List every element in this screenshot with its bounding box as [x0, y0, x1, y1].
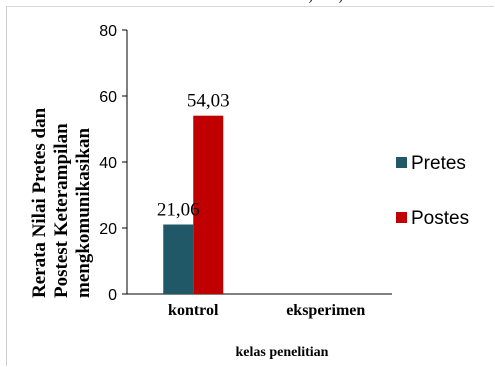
y-tick-label-4: 80 — [99, 23, 117, 40]
y-axis-label-line-2: Postest Keterampilan — [51, 123, 72, 298]
legend-swatch-postes — [396, 212, 407, 223]
y-axis-label-line-3: mengkomunikasikan — [73, 128, 94, 298]
bar-pretes-kontrol — [163, 224, 194, 294]
y-tick-label-3: 60 — [99, 89, 117, 106]
chart-frame — [6, 6, 494, 366]
legend-swatch-pretes — [396, 157, 407, 168]
bar-postes-kontrol — [193, 115, 224, 295]
y-tick-label-2: 40 — [99, 155, 117, 172]
legend-label-postes: Postes — [411, 208, 469, 229]
data-label-postes-eksperimen: 68,24 — [319, 0, 362, 5]
legend-label-pretes: Pretes — [411, 153, 466, 174]
data-label-pretes-eksperimen: 22,97 — [289, 0, 332, 5]
y-tick-label-0: 0 — [108, 287, 117, 304]
x-tick-label-0: kontrol — [168, 302, 219, 319]
data-label-pretes-kontrol: 21,06 — [157, 200, 200, 221]
x-tick-label-1: eksperimen — [286, 302, 365, 319]
y-axis-label-line-1: Rerata Nilai Pretes dan — [29, 107, 50, 298]
y-axis-label: Rerata Nilai Pretes dan Postest Keteramp… — [29, 107, 94, 298]
x-axis-label: kelas penelitian — [236, 345, 329, 360]
data-label-postes-kontrol: 54,03 — [187, 91, 230, 112]
y-tick-label-1: 20 — [99, 221, 117, 238]
legend: Pretes Postes — [396, 153, 469, 229]
